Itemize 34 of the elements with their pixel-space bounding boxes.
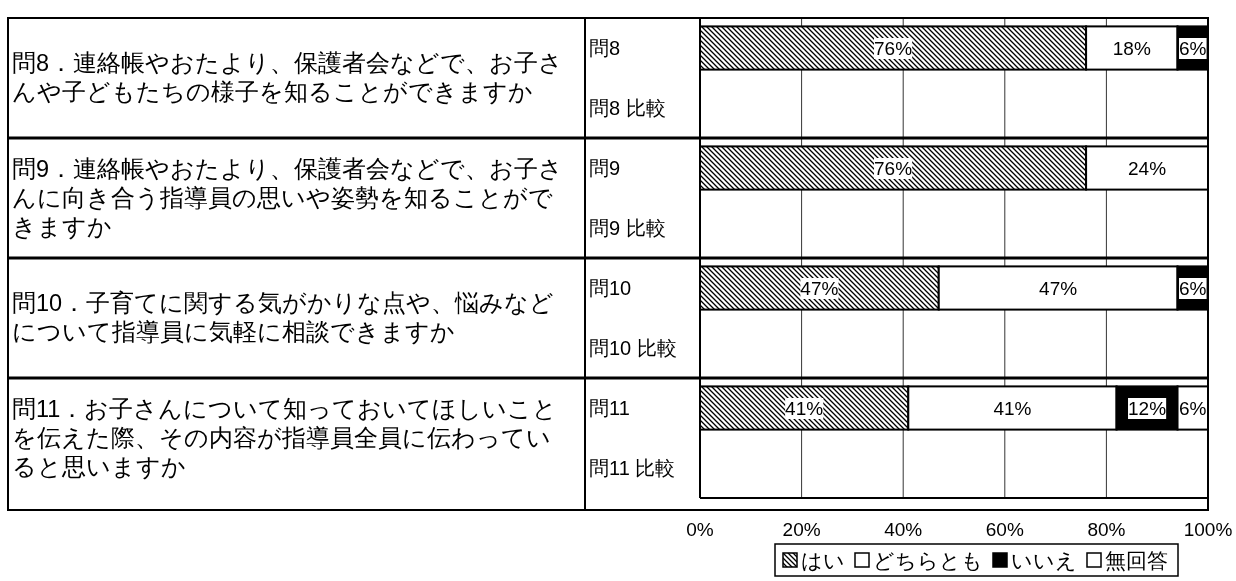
data-label: 18% — [1112, 38, 1151, 59]
x-tick-label: 0% — [686, 519, 714, 540]
legend-label: 無回答 — [1105, 549, 1168, 572]
x-tick-label: 40% — [884, 519, 923, 540]
text: 問8．連絡帳やおたより、保護者会などで、お子さんや子どもたちの様子を知ることができますか — [12, 49, 565, 107]
text: 問11．お子さんについて知っておいてほしいことを伝えた際、その内容が指導員全員に伝わっていると思いますか — [12, 394, 559, 482]
y-tick-label: 問10 比較 — [589, 337, 677, 359]
x-tick-label: 60% — [985, 519, 1024, 540]
data-label: 76% — [874, 38, 913, 59]
x-tick-label: 100% — [1183, 519, 1233, 540]
y-tick-label: 問8 — [589, 37, 621, 59]
data-label: 6% — [1179, 38, 1207, 59]
data-label: 41% — [993, 398, 1032, 419]
y-tick-label: 問11 — [589, 397, 630, 419]
data-label: 6% — [1179, 398, 1207, 419]
data-label: 47% — [800, 278, 839, 299]
text: 問9．連絡帳やおたより、保護者会などで、お子さんに向き合う指導員の思いや姿勢を知ることができますか — [12, 154, 565, 242]
y-tick-label: 問9 比較 — [589, 217, 666, 239]
data-label: 41% — [785, 398, 824, 419]
y-tick-label: 問10 — [589, 277, 632, 299]
y-tick-label: 問11 比較 — [589, 457, 676, 479]
data-label: 47% — [1039, 278, 1078, 299]
data-label: 6% — [1179, 278, 1207, 299]
y-tick-label: 問9 — [589, 157, 621, 179]
legend-label: どちらとも — [873, 549, 983, 572]
data-label: 12% — [1128, 398, 1167, 419]
x-tick-label: 80% — [1087, 519, 1126, 540]
legend-label: いいえ — [1011, 549, 1077, 572]
data-label: 76% — [874, 158, 913, 179]
data-label: 24% — [1128, 158, 1167, 179]
x-tick-label: 20% — [782, 519, 821, 540]
legend-label: はい — [801, 549, 845, 572]
y-tick-label: 問8 比較 — [589, 97, 666, 119]
text: 問10．子育てに関する気がかりな点や、悩みなどについて指導員に気軽に相談できますか — [12, 289, 556, 347]
